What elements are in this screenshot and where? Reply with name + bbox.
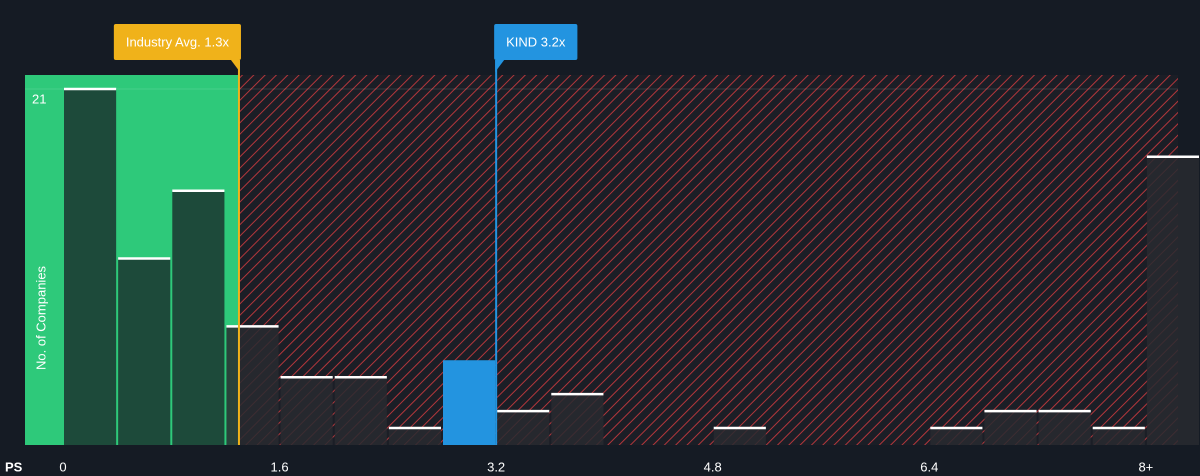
marker-box	[494, 24, 578, 60]
y-tick-label: 21	[32, 91, 46, 106]
bar	[334, 377, 387, 445]
bar	[497, 411, 550, 445]
bar	[1146, 156, 1199, 446]
x-axis-label: PS	[5, 459, 23, 474]
bar	[388, 428, 441, 445]
marker-box	[113, 24, 241, 60]
bar	[1092, 428, 1145, 445]
marker-text: Industry Avg. 1.3x	[126, 34, 230, 49]
x-tick-label: 8+	[1138, 459, 1153, 474]
bar	[551, 394, 604, 445]
marker-pointer	[230, 60, 240, 72]
marker-label: Industry Avg. 1.3x	[113, 24, 241, 72]
x-tick-label: 1.6	[271, 459, 289, 474]
bar	[713, 428, 766, 445]
bar	[280, 377, 333, 445]
bar	[1038, 411, 1091, 445]
bar	[930, 428, 983, 445]
y-axis-label: No. of Companies	[33, 265, 48, 370]
x-tick-label: 4.8	[704, 459, 722, 474]
bar	[443, 360, 496, 445]
bar	[226, 326, 279, 445]
x-tick-label: 6.4	[920, 459, 938, 474]
x-tick-label: 0	[59, 459, 66, 474]
marker-text: KIND 3.2x	[506, 34, 566, 49]
marker-pointer	[495, 60, 505, 72]
x-tick-label: 3.2	[487, 459, 505, 474]
bar	[118, 258, 171, 445]
above-average-zone	[238, 75, 1178, 445]
bar	[984, 411, 1037, 445]
marker-label: KIND 3.2x	[494, 24, 578, 72]
bar	[64, 89, 117, 445]
bar	[172, 190, 225, 445]
